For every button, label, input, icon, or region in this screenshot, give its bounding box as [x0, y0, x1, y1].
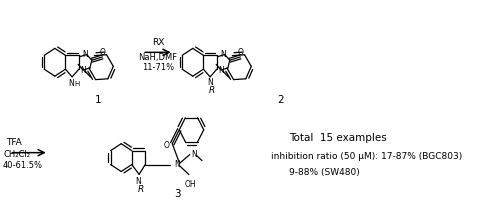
Text: R: R: [209, 86, 215, 95]
Text: N: N: [82, 50, 88, 59]
Text: H: H: [74, 81, 79, 87]
Text: 9-88% (SW480): 9-88% (SW480): [289, 168, 360, 177]
Text: 40-61.5%: 40-61.5%: [2, 161, 42, 170]
Text: N: N: [80, 65, 86, 75]
Text: Total  15 examples: Total 15 examples: [289, 133, 386, 143]
Text: N: N: [174, 160, 180, 169]
Text: O: O: [238, 48, 243, 58]
Text: NaH,DMF: NaH,DMF: [138, 53, 178, 62]
Text: N: N: [207, 78, 213, 87]
Text: CH₂Cl₂: CH₂Cl₂: [3, 150, 30, 159]
Text: N: N: [191, 150, 197, 159]
Text: inhibition ratio (50 μM): 17-87% (BGC803): inhibition ratio (50 μM): 17-87% (BGC803…: [271, 152, 463, 161]
Text: O: O: [99, 48, 105, 58]
Text: N: N: [135, 177, 141, 186]
Text: 11-71%: 11-71%: [142, 63, 174, 72]
Text: TFA: TFA: [6, 138, 22, 147]
Text: 2: 2: [277, 95, 283, 105]
Text: R: R: [138, 185, 144, 194]
Text: N: N: [218, 65, 224, 75]
Text: 1: 1: [95, 95, 102, 105]
Text: 3: 3: [174, 189, 181, 199]
Text: N: N: [68, 79, 74, 88]
Text: RX: RX: [152, 38, 164, 47]
Text: OH: OH: [185, 180, 196, 189]
Text: N: N: [220, 50, 226, 59]
Text: O: O: [164, 141, 170, 150]
